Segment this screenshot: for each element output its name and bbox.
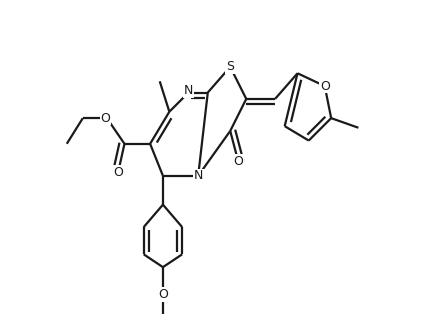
Text: S: S (226, 60, 234, 73)
Text: N: N (194, 169, 203, 182)
Text: N: N (184, 84, 193, 97)
Text: O: O (113, 166, 123, 179)
Text: O: O (233, 155, 243, 168)
Text: O: O (158, 288, 168, 301)
Text: O: O (320, 80, 330, 93)
Text: O: O (100, 111, 110, 125)
